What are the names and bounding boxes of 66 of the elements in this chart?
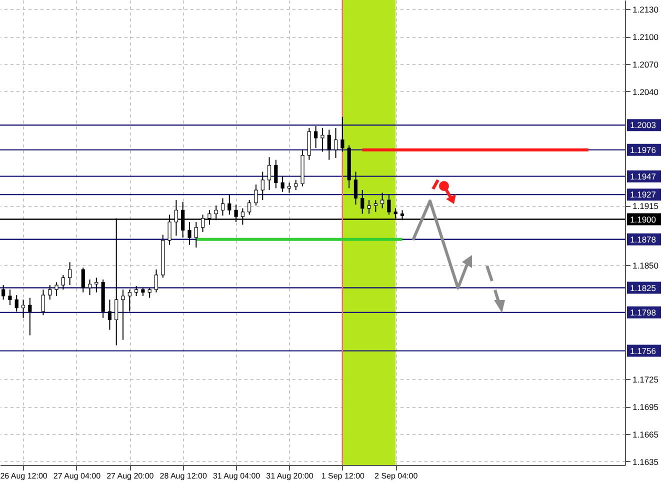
candlestick (374, 200, 378, 212)
candlestick (108, 299, 112, 330)
candlestick (307, 127, 311, 160)
candlestick (280, 176, 284, 192)
candlestick (267, 156, 272, 191)
ref-line-label: 1.1756 (630, 346, 656, 356)
x-tick-label: 27 Aug 20:00 (106, 472, 154, 480)
ref-line-label: 1.1900 (630, 214, 656, 224)
candlestick (154, 269, 158, 293)
x-tick-label: 26 Aug 12:00 (0, 472, 48, 480)
candlestick (354, 171, 358, 206)
candlestick (260, 171, 264, 201)
candlestick (194, 221, 198, 248)
ref-line-label: 1.2003 (630, 120, 656, 130)
candlestick (94, 277, 98, 293)
candlestick (360, 190, 364, 214)
x-tick-label: 28 Aug 12:00 (160, 472, 208, 480)
ref-line-label: 1.1878 (630, 234, 656, 244)
x-tick-label: 1 Sep 12:00 (321, 472, 366, 480)
candlestick (88, 279, 92, 296)
x-tick-label: 2 Sep 04:00 (374, 472, 418, 480)
candlestick (81, 267, 85, 293)
y-tick-label: 1.1850 (632, 260, 659, 270)
candlestick (68, 262, 72, 286)
candlestick (314, 126, 318, 148)
x-tick-label: 31 Aug 20:00 (266, 472, 314, 480)
y-tick-label: 1.2070 (632, 59, 659, 70)
ref-line-label: 1.1947 (630, 171, 656, 182)
ref-line-label: 1.1825 (630, 282, 656, 293)
candlestick (327, 129, 331, 160)
candlestick (228, 194, 232, 216)
candlestick (188, 221, 192, 246)
y-tick-label: 1.2100 (632, 32, 659, 42)
candlestick (367, 200, 371, 214)
candlestick (28, 297, 32, 336)
candlestick (61, 274, 65, 290)
candlestick (380, 192, 384, 209)
candlestick (340, 116, 344, 152)
candlestick (320, 127, 324, 152)
candlestick (287, 182, 292, 194)
candlestick (48, 284, 52, 300)
candlestick (254, 184, 258, 206)
x-tick-label: 27 Aug 04:00 (53, 472, 102, 480)
y-tick-label: 1.1915 (632, 201, 659, 212)
y-tick-label: 1.1665 (632, 429, 659, 440)
y-tick-label: 1.2040 (632, 86, 659, 97)
x-tick-label: 31 Aug 04:00 (212, 472, 261, 480)
y-tick-label: 1.1695 (632, 402, 659, 412)
candlestick (2, 284, 6, 300)
ref-line-label: 1.1927 (630, 190, 656, 200)
candlestick (54, 282, 58, 296)
candlestick (121, 289, 125, 340)
ref-line-label: 1.1798 (630, 307, 656, 318)
candlestick (248, 200, 252, 216)
y-tick-label: 1.1725 (632, 374, 659, 385)
ref-line-label: 1.1976 (630, 144, 656, 155)
candlestick (334, 127, 338, 159)
candlestick (128, 289, 132, 312)
candlestick (14, 294, 18, 312)
candlestick (8, 289, 12, 306)
candlestick (41, 289, 46, 316)
y-tick-label: 1.1635 (632, 456, 659, 467)
y-tick-label: 1.2130 (632, 4, 659, 15)
candlestick (387, 194, 391, 216)
candlestick (274, 159, 278, 189)
candlestick (220, 198, 225, 216)
